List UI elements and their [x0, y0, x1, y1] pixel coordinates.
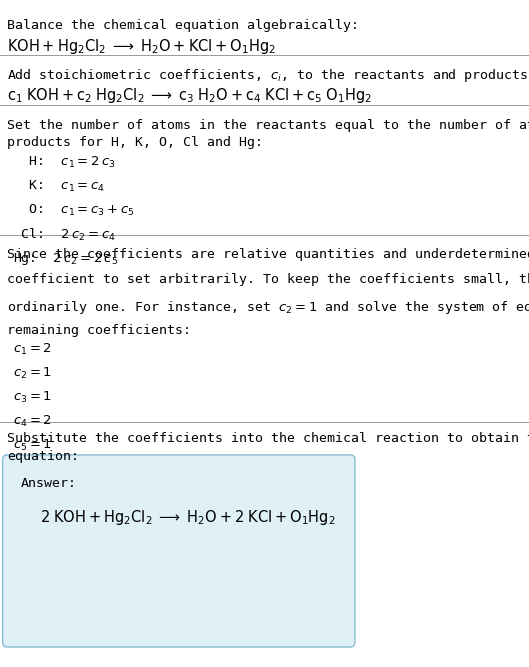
Text: $\mathrm{2\; KOH + Hg_2Cl_2 \;\longrightarrow\; H_2O + 2\; KCl + O_1Hg_2}$: $\mathrm{2\; KOH + Hg_2Cl_2 \;\longright… [40, 508, 335, 527]
Text: Since the coefficients are relative quantities and underdetermined, choose a: Since the coefficients are relative quan… [7, 248, 529, 261]
Text: ordinarily one. For instance, set $c_2 = 1$ and solve the system of equations fo: ordinarily one. For instance, set $c_2 =… [7, 299, 529, 315]
Text: Substitute the coefficients into the chemical reaction to obtain the balanced: Substitute the coefficients into the che… [7, 432, 529, 445]
Text: Balance the chemical equation algebraically:: Balance the chemical equation algebraica… [7, 19, 359, 31]
Text: $c_3 = 1$: $c_3 = 1$ [13, 390, 52, 405]
Text: $c_1 = 2$: $c_1 = 2$ [13, 342, 52, 357]
Text: $c_4 = 2$: $c_4 = 2$ [13, 414, 52, 429]
Text: Answer:: Answer: [21, 477, 77, 490]
Text: products for H, K, O, Cl and Hg:: products for H, K, O, Cl and Hg: [7, 136, 263, 149]
Text: O:  $c_1 = c_3 + c_5$: O: $c_1 = c_3 + c_5$ [13, 203, 135, 218]
Text: Cl:  $2\,c_2 = c_4$: Cl: $2\,c_2 = c_4$ [13, 227, 116, 243]
Text: $c_2 = 1$: $c_2 = 1$ [13, 366, 52, 381]
Text: remaining coefficients:: remaining coefficients: [7, 324, 191, 337]
Text: Hg:  $2\,c_2 = 2\,c_5$: Hg: $2\,c_2 = 2\,c_5$ [13, 251, 118, 267]
Text: $c_5 = 1$: $c_5 = 1$ [13, 438, 52, 453]
Text: $\mathrm{c_1\; KOH + c_2\; Hg_2Cl_2 \;\longrightarrow\; c_3\; H_2O + c_4\; KCl +: $\mathrm{c_1\; KOH + c_2\; Hg_2Cl_2 \;\l… [7, 86, 372, 105]
Text: Add stoichiometric coefficients, $c_i$, to the reactants and products:: Add stoichiometric coefficients, $c_i$, … [7, 67, 529, 84]
Text: coefficient to set arbitrarily. To keep the coefficients small, the arbitrary va: coefficient to set arbitrarily. To keep … [7, 273, 529, 286]
Text: equation:: equation: [7, 450, 79, 462]
Text: H:  $c_1 = 2\,c_3$: H: $c_1 = 2\,c_3$ [13, 155, 116, 170]
Text: K:  $c_1 = c_4$: K: $c_1 = c_4$ [13, 179, 105, 194]
Text: $\mathrm{KOH + Hg_2Cl_2 \;\longrightarrow\; H_2O + KCl + O_1Hg_2}$: $\mathrm{KOH + Hg_2Cl_2 \;\longrightarro… [7, 37, 276, 55]
FancyBboxPatch shape [3, 455, 355, 647]
Text: Set the number of atoms in the reactants equal to the number of atoms in the: Set the number of atoms in the reactants… [7, 119, 529, 131]
